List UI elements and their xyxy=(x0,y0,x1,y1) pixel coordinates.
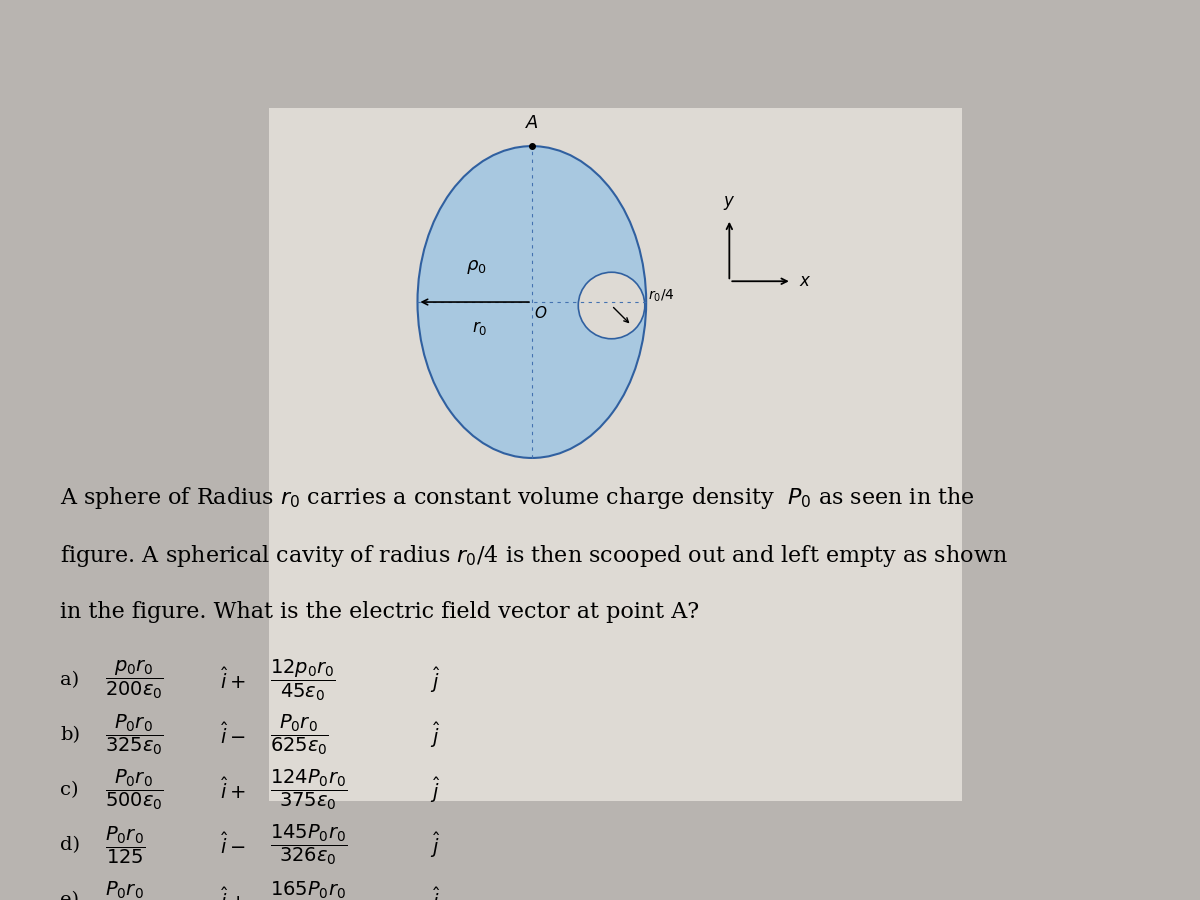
Text: $\hat{j}$: $\hat{j}$ xyxy=(430,720,440,750)
Text: c): c) xyxy=(60,781,78,799)
Text: $\dfrac{12p_0r_0}{45\varepsilon_0}$: $\dfrac{12p_0r_0}{45\varepsilon_0}$ xyxy=(270,657,336,703)
Text: O: O xyxy=(534,305,546,320)
Text: e): e) xyxy=(60,891,79,900)
Text: $\hat{j}$: $\hat{j}$ xyxy=(430,885,440,900)
Circle shape xyxy=(578,272,644,338)
Text: in the figure. What is the electric field vector at point A?: in the figure. What is the electric fiel… xyxy=(60,601,700,623)
Text: $\dfrac{P_0r_0}{145}$: $\dfrac{P_0r_0}{145}$ xyxy=(106,879,145,900)
Text: $\dfrac{P_0r_0}{500\varepsilon_0}$: $\dfrac{P_0r_0}{500\varepsilon_0}$ xyxy=(106,768,164,813)
Text: $y$: $y$ xyxy=(724,194,736,212)
Text: $\dfrac{124P_0r_0}{375\varepsilon_0}$: $\dfrac{124P_0r_0}{375\varepsilon_0}$ xyxy=(270,768,348,813)
Text: $\hat{i}+$: $\hat{i}+$ xyxy=(220,777,246,803)
Text: a): a) xyxy=(60,671,79,689)
Text: $\dfrac{145P_0r_0}{326\varepsilon_0}$: $\dfrac{145P_0r_0}{326\varepsilon_0}$ xyxy=(270,823,348,868)
Ellipse shape xyxy=(418,146,646,458)
Text: A sphere of Radius $\it{r_0}$ carries a constant volume charge density  $\it{P_0: A sphere of Radius $\it{r_0}$ carries a … xyxy=(60,485,974,511)
Text: $\hat{j}$: $\hat{j}$ xyxy=(430,830,440,860)
Text: d): d) xyxy=(60,836,80,854)
Text: b): b) xyxy=(60,726,80,744)
Text: $\hat{i}-$: $\hat{i}-$ xyxy=(220,832,246,858)
Text: $r_0$: $r_0$ xyxy=(472,320,487,338)
Text: $\dfrac{P_0r_0}{625\varepsilon_0}$: $\dfrac{P_0r_0}{625\varepsilon_0}$ xyxy=(270,713,329,757)
Text: $\rho_0$: $\rho_0$ xyxy=(466,258,487,276)
Text: $\hat{i}-$: $\hat{i}-$ xyxy=(220,722,246,748)
Text: $\hat{i}+$: $\hat{i}+$ xyxy=(220,887,246,900)
Text: figure. A spherical cavity of radius $\it{r_0}$/4 is then scooped out and left e: figure. A spherical cavity of radius $\i… xyxy=(60,543,1008,569)
Text: $\dfrac{P_0r_0}{325\varepsilon_0}$: $\dfrac{P_0r_0}{325\varepsilon_0}$ xyxy=(106,713,164,757)
Text: $\dfrac{165P_0r_0}{472}$: $\dfrac{165P_0r_0}{472}$ xyxy=(270,879,348,900)
Text: $\hat{i}+$: $\hat{i}+$ xyxy=(220,667,246,693)
Text: $\hat{j}$: $\hat{j}$ xyxy=(430,665,440,695)
Text: $\dfrac{p_0r_0}{200\varepsilon_0}$: $\dfrac{p_0r_0}{200\varepsilon_0}$ xyxy=(106,659,164,701)
Text: $r_0/4$: $r_0/4$ xyxy=(648,287,676,303)
Text: A: A xyxy=(526,114,538,132)
Text: $x$: $x$ xyxy=(799,272,811,290)
Text: $\dfrac{P_0r_0}{125}$: $\dfrac{P_0r_0}{125}$ xyxy=(106,824,145,866)
Text: $\hat{j}$: $\hat{j}$ xyxy=(430,775,440,805)
